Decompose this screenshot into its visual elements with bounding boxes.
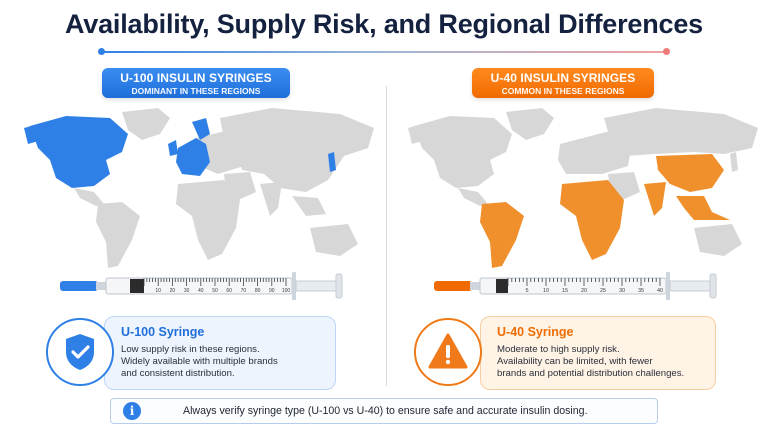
syringe-scale-labels: 10 20 30 40 50 60 70 80 90 100 bbox=[155, 288, 290, 294]
syringe-scale-label: 20 bbox=[581, 288, 587, 294]
u40-card-line: brands and potential distribution challe… bbox=[497, 368, 685, 379]
syringe-scale-label: 30 bbox=[619, 288, 625, 294]
u100-card-line: and consistent distribution. bbox=[121, 368, 235, 379]
syringe-scale-label: 20 bbox=[170, 288, 176, 294]
map-australia bbox=[694, 224, 742, 256]
u100-card-line: Widely available with multiple brands bbox=[121, 356, 278, 367]
syringe-scale-label: 5 bbox=[525, 288, 528, 294]
syringe-scale-label: 30 bbox=[184, 288, 190, 294]
map-africa-highlight bbox=[560, 180, 624, 260]
divider-dot-right bbox=[663, 48, 670, 55]
map-south-america bbox=[96, 202, 140, 268]
map-greenland bbox=[506, 108, 554, 140]
center-divider bbox=[386, 86, 387, 386]
syringe-scale-label: 50 bbox=[212, 288, 218, 294]
map-southeast-asia bbox=[292, 196, 326, 216]
syringe-plunger-tip bbox=[496, 279, 508, 293]
map-greenland bbox=[122, 108, 170, 140]
warning-icon bbox=[414, 318, 482, 386]
u40-syringe: 5 10 15 20 25 30 35 40 bbox=[434, 272, 717, 300]
syringe-scale-label: 10 bbox=[155, 288, 161, 294]
syringe-scale-label: 100 bbox=[282, 288, 291, 294]
syringe-plunger-tip bbox=[130, 279, 144, 293]
map-central-america bbox=[458, 188, 488, 206]
syringe-scale-label: 40 bbox=[657, 288, 663, 294]
syringe-scale bbox=[143, 278, 287, 286]
u100-info-card: U-100 Syringe Low supply risk in these r… bbox=[104, 316, 336, 390]
dosing-note: i Always verify syringe type (U-100 vs U… bbox=[110, 398, 658, 424]
map-uk-highlight bbox=[168, 140, 178, 156]
syringe-scale-label: 40 bbox=[198, 288, 204, 294]
map-africa bbox=[176, 180, 240, 260]
syringe-thumb-press bbox=[709, 273, 717, 299]
u40-banner-title: U-40 INSULIN SYRINGES bbox=[490, 71, 636, 85]
syringe-scale-label: 60 bbox=[226, 288, 232, 294]
u40-card-line: Moderate to high supply risk. bbox=[497, 344, 620, 355]
map-japan bbox=[730, 152, 738, 172]
u40-banner-subtitle: COMMON IN THESE REGIONS bbox=[501, 86, 625, 96]
syringe-scale bbox=[507, 278, 661, 286]
syringe-hub bbox=[96, 282, 106, 290]
syringe-plunger-rod bbox=[295, 280, 337, 292]
syringe-hub bbox=[470, 282, 480, 290]
syringe-scale-label: 90 bbox=[269, 288, 275, 294]
u40-info-card: U-40 Syringe Moderate to high supply ris… bbox=[480, 316, 716, 390]
syringe-plunger-rod bbox=[669, 280, 711, 292]
title-divider bbox=[98, 48, 670, 55]
u100-world-map bbox=[24, 108, 374, 268]
map-russia bbox=[604, 108, 758, 156]
syringe-scale-labels: 5 10 15 20 25 30 35 40 bbox=[525, 288, 663, 294]
map-north-america-highlight bbox=[30, 116, 128, 188]
map-india bbox=[260, 182, 282, 216]
map-north-america bbox=[414, 116, 512, 188]
map-asia bbox=[220, 108, 374, 192]
u40-card-title: U-40 Syringe bbox=[497, 325, 574, 339]
syringe-scale-label: 35 bbox=[638, 288, 644, 294]
u100-banner: U-100 INSULIN SYRINGES DOMINANT IN THESE… bbox=[102, 68, 290, 98]
dosing-note-text: Always verify syringe type (U-100 vs U-4… bbox=[183, 405, 588, 417]
map-alaska bbox=[408, 124, 426, 144]
map-central-america bbox=[74, 188, 104, 206]
syringe-flange bbox=[292, 272, 296, 300]
u40-card-line: Availability can be limited, with fewer bbox=[497, 356, 653, 367]
u40-banner: U-40 INSULIN SYRINGES COMMON IN THESE RE… bbox=[472, 68, 654, 98]
map-south-america-highlight bbox=[480, 202, 524, 268]
map-japan-highlight bbox=[328, 152, 336, 172]
divider-dot-left bbox=[98, 48, 105, 55]
syringe-thumb-press bbox=[335, 273, 343, 299]
u40-world-map bbox=[408, 108, 758, 268]
map-western-europe-highlight bbox=[176, 138, 210, 176]
map-china-highlight bbox=[656, 154, 724, 192]
u100-card-line: Low supply risk in these regions. bbox=[121, 344, 260, 355]
syringe-scale-label: 70 bbox=[241, 288, 247, 294]
syringe-needle-cap bbox=[434, 281, 472, 291]
map-india-highlight bbox=[644, 182, 666, 216]
syringe-needle-cap bbox=[60, 281, 98, 291]
map-southeast-asia-highlight bbox=[676, 196, 730, 220]
u100-syringe: 10 20 30 40 50 60 70 80 90 100 bbox=[60, 272, 343, 300]
syringe-flange bbox=[666, 272, 670, 300]
u100-banner-title: U-100 INSULIN SYRINGES bbox=[120, 71, 272, 85]
u100-card-title: U-100 Syringe bbox=[121, 325, 205, 339]
map-alaska-highlight bbox=[24, 124, 42, 144]
map-scandinavia-highlight bbox=[192, 118, 210, 140]
syringe-scale-label: 10 bbox=[543, 288, 549, 294]
syringe-scale-label: 80 bbox=[255, 288, 261, 294]
info-icon: i bbox=[123, 402, 141, 420]
shield-check-icon bbox=[46, 318, 114, 386]
u100-banner-subtitle: DOMINANT IN THESE REGIONS bbox=[131, 86, 261, 96]
syringe-scale-label: 25 bbox=[600, 288, 606, 294]
syringe-scale-label: 15 bbox=[562, 288, 568, 294]
page-title: Availability, Supply Risk, and Regional … bbox=[65, 9, 703, 39]
map-australia bbox=[310, 224, 358, 256]
